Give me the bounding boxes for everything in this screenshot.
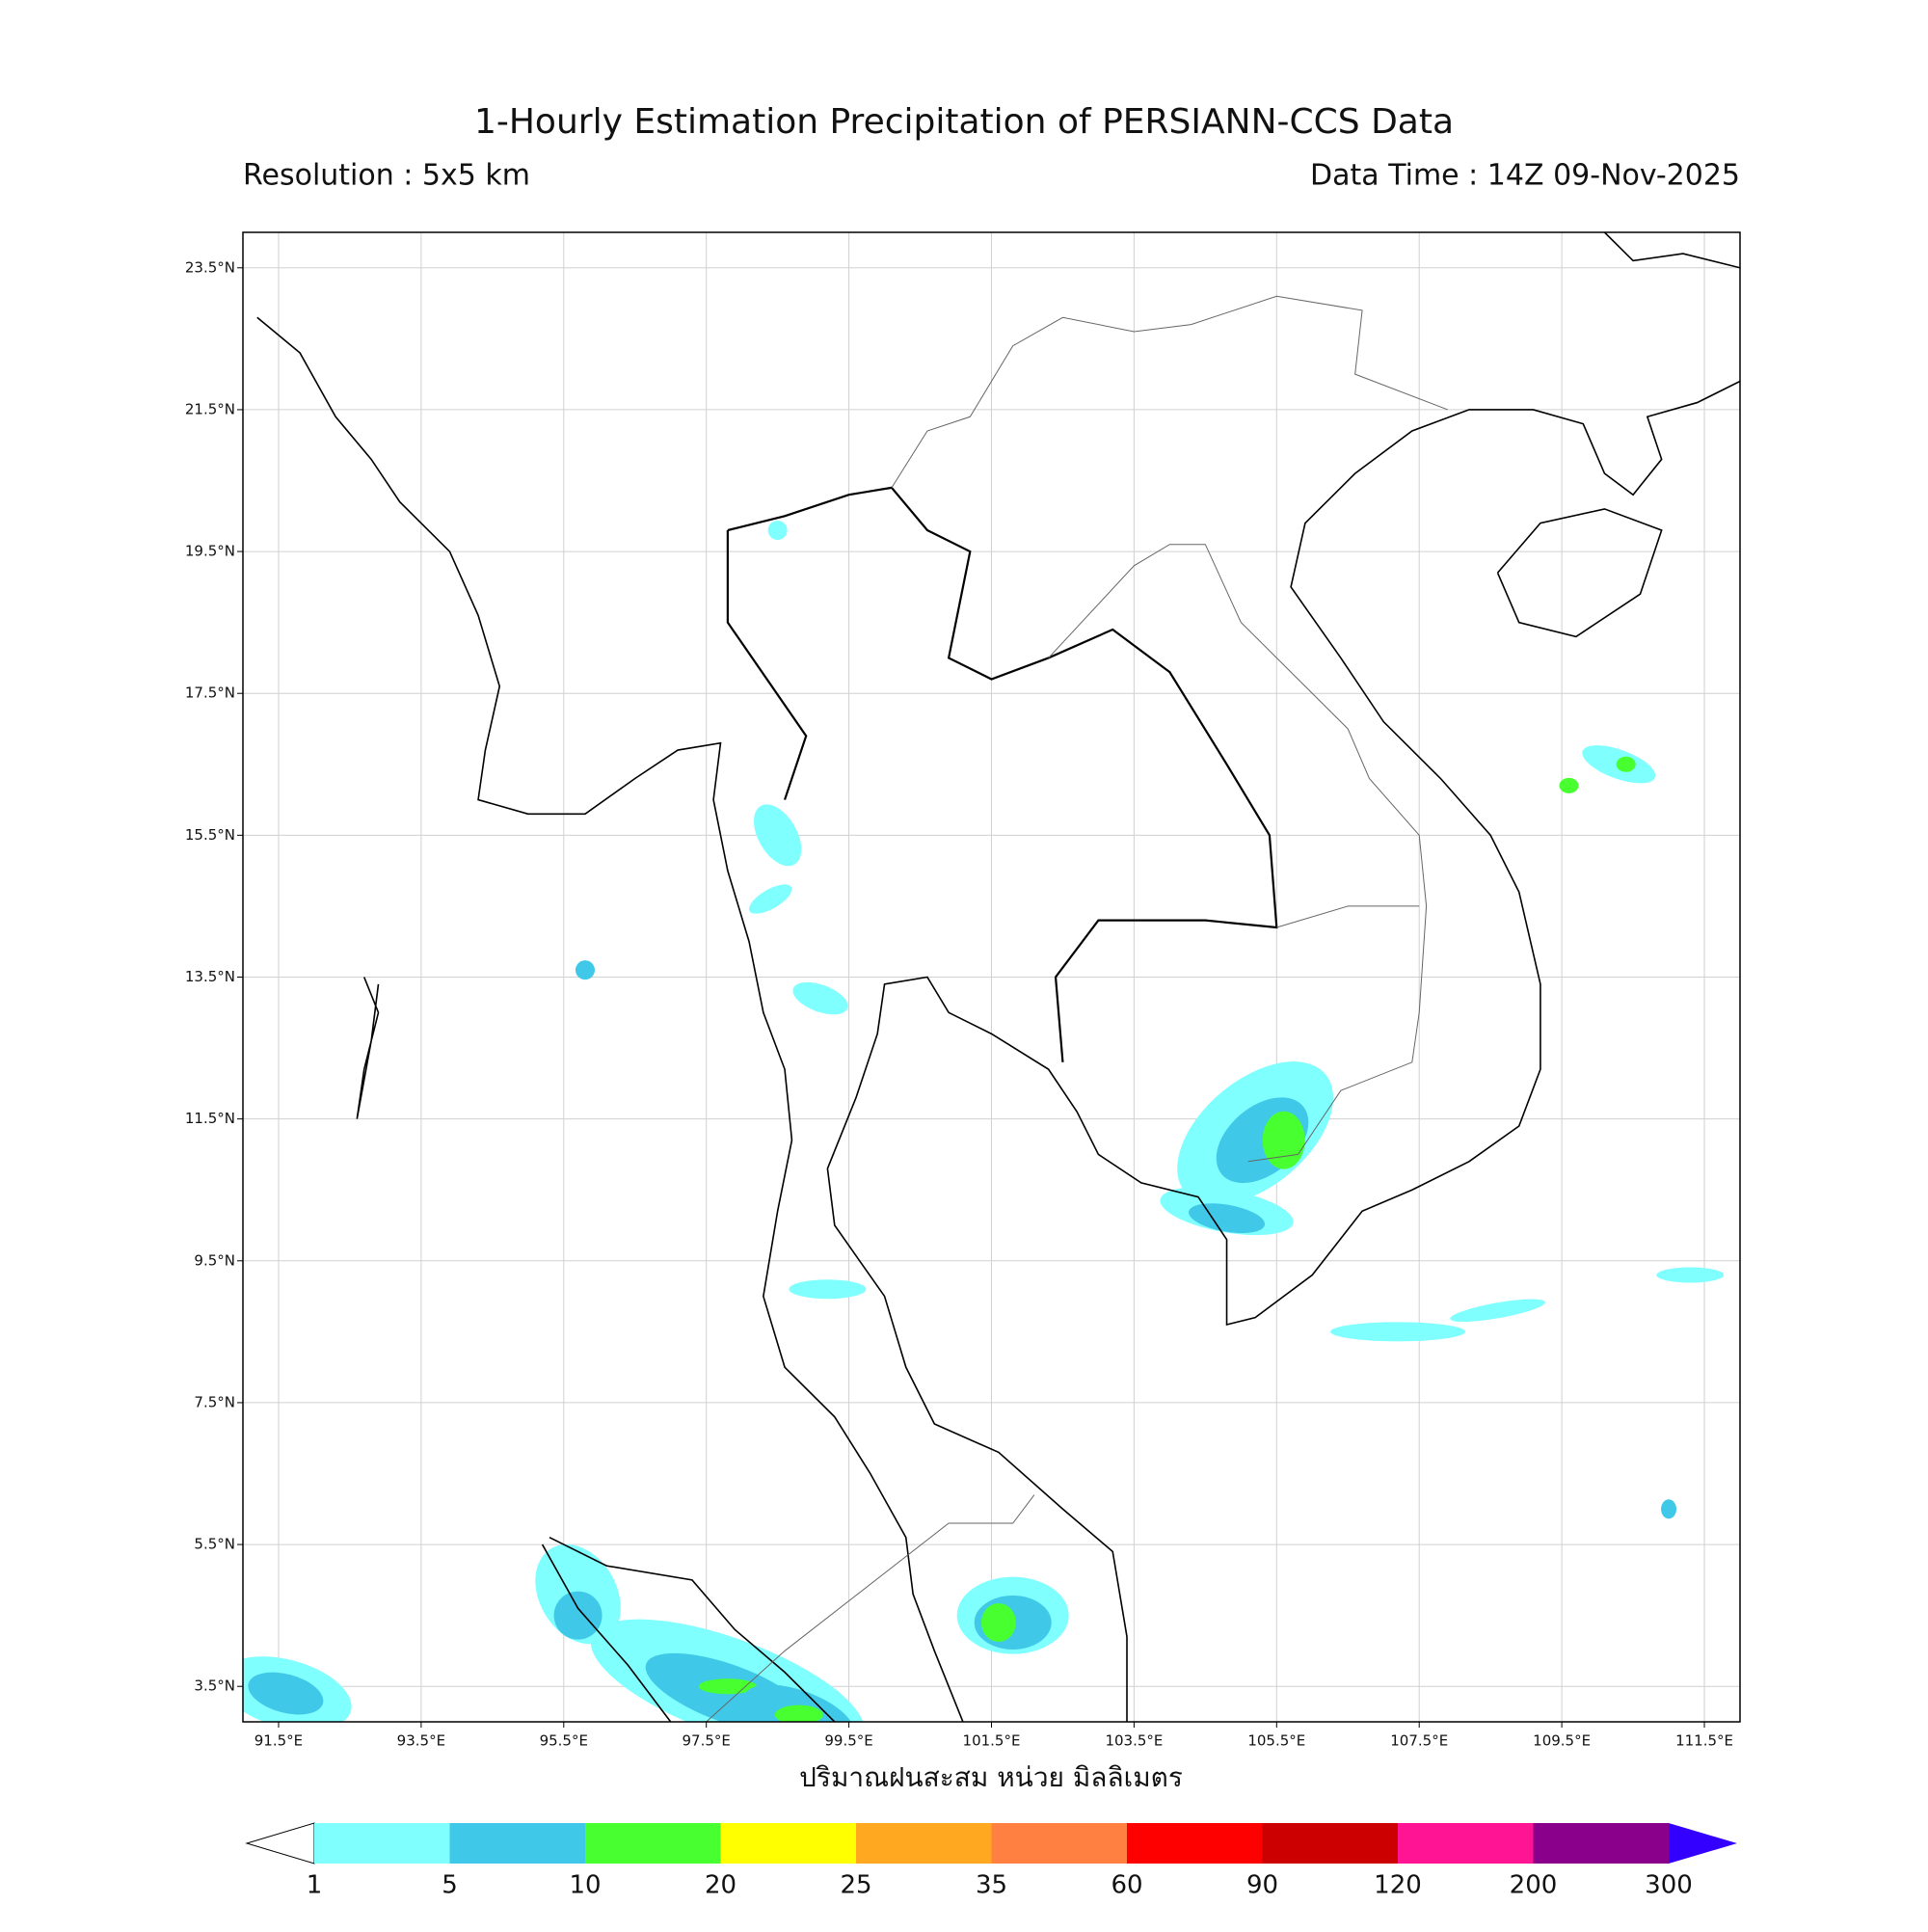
colorbar-label: 60: [1111, 1871, 1142, 1900]
data-time: Data Time : 14Z 09-Nov-2025: [1310, 159, 1740, 193]
rain-area: [774, 1704, 823, 1722]
rain-area: [754, 804, 802, 867]
title: 1-Hourly Estimation Precipitation of PER…: [474, 102, 1454, 142]
lon-tick-label: 101.5°E: [963, 1732, 1021, 1750]
lat-tick-label: 23.5°N: [185, 258, 235, 276]
colorbar-over: [1669, 1823, 1737, 1864]
lon-tick-label: 107.5°E: [1390, 1732, 1448, 1750]
border: [1048, 544, 1428, 1163]
colorbar-label: 35: [976, 1871, 1007, 1900]
lat-tick-label: 7.5°N: [194, 1393, 235, 1410]
colorbar-bin: [1127, 1823, 1263, 1864]
border: [727, 486, 1278, 1062]
coastline: [826, 380, 1740, 1722]
rain-area: [1616, 756, 1636, 772]
map-frame: [242, 231, 1741, 1723]
lon-tick-label: 105.5°E: [1247, 1732, 1305, 1750]
rain-area: [248, 1672, 324, 1715]
colorbar-label: 5: [442, 1871, 458, 1900]
colorbar-bin: [314, 1823, 450, 1864]
colorbar-label: 25: [840, 1871, 871, 1900]
colorbar-label: 20: [705, 1871, 736, 1900]
rain-area: [553, 1591, 602, 1640]
rain-area: [789, 1279, 867, 1300]
lon-tick-label: 111.5°E: [1675, 1732, 1733, 1750]
border: [891, 295, 1448, 489]
colorbar-bin: [720, 1823, 857, 1864]
rain-area: [792, 981, 848, 1015]
rain-area: [749, 884, 792, 914]
rain-area: [1661, 1499, 1677, 1519]
lon-tick-label: 91.5°E: [254, 1732, 303, 1750]
lon-tick-label: 109.5°E: [1533, 1732, 1591, 1750]
colorbar-bin: [585, 1823, 721, 1864]
lat-tick-label: 19.5°N: [185, 543, 235, 560]
lat-tick-label: 15.5°N: [185, 826, 235, 844]
colorbar-label: 10: [569, 1871, 601, 1900]
lat-tick-label: 9.5°N: [194, 1251, 235, 1269]
rain-area: [1330, 1322, 1466, 1342]
coastline: [1603, 232, 1740, 269]
lon-tick-label: 103.5°E: [1105, 1732, 1163, 1750]
resolution: Resolution : 5x5 km: [243, 159, 530, 193]
x-label: ปริมาณฝนสะสม หน่วย มิลลิเมตร: [799, 1761, 1183, 1793]
lon-tick-label: 99.5°E: [824, 1732, 872, 1750]
rain-area: [575, 960, 595, 980]
colorbar-label: 1: [307, 1871, 323, 1900]
colorbar-label: 300: [1645, 1871, 1693, 1900]
border: [706, 1494, 1035, 1722]
colorbar-bin: [1533, 1823, 1670, 1864]
coastline: [256, 316, 964, 1722]
colorbar-label: 90: [1246, 1871, 1278, 1900]
map: 91.5°E 93.5°E 95.5°E 97.5°E 99.5°E 101.5°E 103…: [185, 231, 1741, 1750]
coastline: [549, 1536, 836, 1722]
rain-area: [1450, 1299, 1545, 1323]
rain-area: [767, 521, 788, 540]
lat-tick-label: 5.5°N: [194, 1536, 235, 1553]
colorbar-bin: [856, 1823, 992, 1864]
border: [1276, 905, 1420, 928]
lon-tick-label: 95.5°E: [540, 1732, 588, 1750]
rain-area: [1559, 777, 1579, 793]
lon-tick-label: 97.5°E: [682, 1732, 730, 1750]
colorbar-bin: [449, 1823, 586, 1864]
rain-area: [980, 1603, 1016, 1642]
rain-area: [698, 1678, 757, 1695]
rain-layer: [243, 232, 1740, 1722]
lat-tick-label: 21.5°N: [185, 400, 235, 417]
colorbar: 1 5 10 20 25 35 60 90 120 200 300: [245, 1822, 1737, 1900]
rain-area: [1262, 1111, 1305, 1169]
colorbar-under: [245, 1822, 315, 1865]
colorbar-label: 200: [1510, 1871, 1558, 1900]
lat-tick-label: 3.5°N: [194, 1677, 235, 1695]
coastline: [1496, 508, 1663, 638]
colorbar-label: 120: [1374, 1871, 1422, 1900]
border: [726, 530, 808, 800]
colorbar-bin: [1262, 1823, 1399, 1864]
coastline: [356, 977, 380, 1119]
lon-tick-label: 93.5°E: [397, 1732, 445, 1750]
rain-area: [1656, 1267, 1725, 1283]
colorbar-bin: [991, 1823, 1128, 1864]
colorbar-bin: [1398, 1823, 1534, 1864]
coastline: [541, 1543, 672, 1722]
lat-tick-label: 11.5°N: [185, 1110, 235, 1127]
lat-tick-label: 17.5°N: [185, 684, 235, 702]
lat-tick-label: 13.5°N: [185, 968, 235, 985]
